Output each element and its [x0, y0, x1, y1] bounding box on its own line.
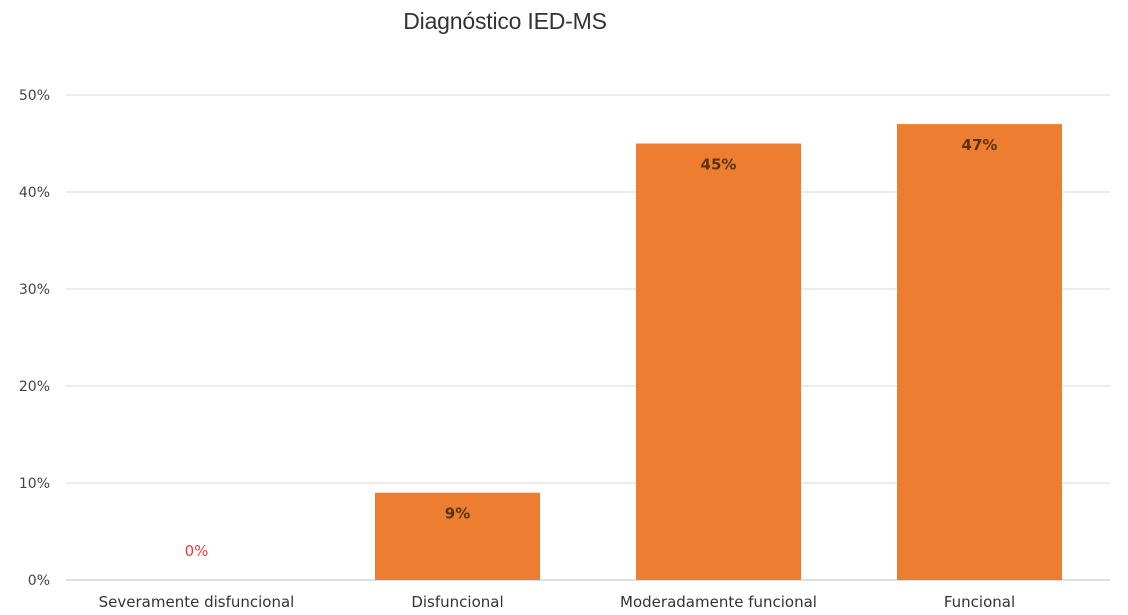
- y-tick-label: 0%: [28, 573, 50, 589]
- y-tick-label: 20%: [19, 379, 50, 395]
- y-tick-label: 50%: [19, 88, 50, 104]
- data-label: 45%: [701, 156, 737, 174]
- y-tick-label: 10%: [19, 476, 50, 492]
- chart-title: Diagnóstico IED-MS: [403, 8, 607, 34]
- x-tick-label: Moderadamente funcional: [620, 593, 817, 611]
- data-label: 9%: [445, 505, 470, 523]
- y-tick-label: 30%: [19, 282, 50, 298]
- data-label: 0%: [185, 542, 209, 560]
- x-tick-label: Disfuncional: [411, 593, 503, 611]
- bar: [636, 143, 801, 580]
- y-tick-label: 40%: [19, 185, 50, 201]
- bar: [897, 124, 1062, 580]
- data-label: 47%: [962, 136, 998, 154]
- x-tick-label: Severamente disfuncional: [99, 593, 295, 611]
- x-tick-label: Funcional: [944, 593, 1015, 611]
- bar: [375, 492, 540, 580]
